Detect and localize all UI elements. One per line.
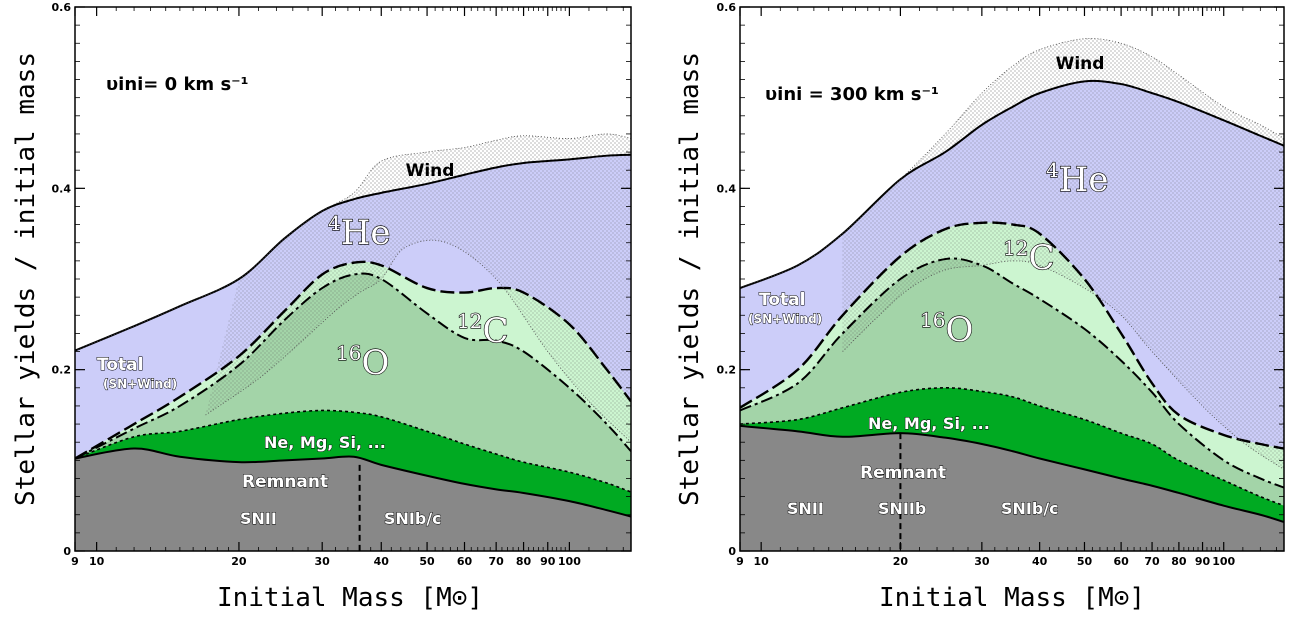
right-nemgsi-line: [740, 386, 1284, 507]
right-xtick-label: 80: [1171, 555, 1187, 568]
left-ytick-label: 0: [63, 545, 71, 558]
left-xtick-label: 30: [315, 555, 331, 568]
right-xtick-label: 90: [1195, 555, 1211, 568]
right-oxygen-area: [740, 258, 1284, 506]
right-total-sub-label: (SN+Wind): [748, 312, 822, 326]
left-nemgsi-label: Ne, Mg, Si, ...: [264, 433, 386, 452]
right-ticks: 9 10 20 30 40 50 60 70 80 90 100 0 0.2 0.4 0.6: [717, 1, 1284, 568]
left-total-label: Total: [97, 355, 143, 375]
right-ytick-label: 0.6: [717, 1, 737, 14]
left-xtick-label: 9: [71, 555, 79, 568]
left-panel: 9 10 20 30 40 50 60 70 80 90 100 0 0.2 0.4 0.6 Stellar…: [11, 1, 632, 613]
left-xlabel: Initial Mass [M⊙]: [217, 583, 483, 613]
right-xtick-label: 60: [1113, 555, 1129, 568]
left-wind-label: Wind: [406, 161, 455, 181]
left-remnant-area: [75, 448, 631, 551]
left-wind-area: [75, 133, 631, 351]
right-remnant-label: Remnant: [860, 463, 946, 483]
left-xtick-label: 90: [540, 555, 556, 568]
left-ytick-label: 0.2: [52, 364, 72, 377]
right-plot-area: [740, 38, 1284, 551]
left-snii-label: SNII: [240, 509, 277, 528]
right-nemgsi-area: [740, 387, 1284, 522]
right-wind-label: Wind: [1056, 54, 1105, 74]
left-xtick-label: 40: [374, 555, 390, 568]
right-wind-line: [740, 38, 1284, 289]
right-snibc-label: SNIb/c: [1001, 499, 1059, 518]
left-o16-label: 16O: [336, 341, 389, 383]
left-oxygen-area: [75, 273, 631, 493]
left-xtick-label: 100: [558, 555, 581, 568]
right-remnant-area: [740, 425, 1284, 551]
right-helium-stipple: [842, 80, 1284, 470]
right-ytick-label: 0.2: [717, 364, 737, 377]
right-xtick-label: 10: [754, 555, 770, 568]
right-ylabel: Stellar yields / initial mass: [675, 52, 705, 506]
right-remnant-line: [740, 424, 1284, 523]
left-ylabel: Stellar yields / initial mass: [11, 52, 41, 506]
right-dotted-line: [842, 260, 1284, 470]
right-xtick-label: 20: [893, 555, 909, 568]
left-xtick-label: 60: [457, 555, 473, 568]
right-o16-label: 16O: [920, 308, 973, 350]
right-xtick-label: 40: [1032, 555, 1048, 568]
left-c12-label: 12C: [457, 309, 508, 351]
right-he4-label: 4He: [1046, 158, 1109, 200]
right-ytick-label: 0.4: [717, 182, 737, 195]
right-velocity-annotation: υini = 300 km s⁻¹: [765, 84, 939, 105]
right-xtick-label: 70: [1144, 555, 1160, 568]
left-oxygen-line: [75, 272, 631, 460]
left-nemgsi-line: [75, 409, 631, 493]
left-ticks: 9 10 20 30 40 50 60 70 80 90 100 0 0.2 0.4 0.6: [52, 1, 631, 568]
left-remnant-label: Remnant: [242, 472, 328, 492]
right-oxygen-line: [740, 257, 1284, 489]
right-panel: 9 10 20 30 40 50 60 70 80 90 100 0 0.2 0.4 0.6 Stellar…: [675, 1, 1285, 613]
left-total-sub-label: (SN+Wind): [103, 377, 177, 391]
right-nemgsi-label: Ne, Mg, Si, ...: [868, 414, 990, 433]
right-xtick-label: 9: [736, 555, 744, 568]
left-carbon-area: [75, 261, 631, 459]
right-snii-label: SNII: [787, 499, 824, 518]
left-ytick-label: 0.6: [52, 1, 72, 14]
left-ytick-label: 0.4: [52, 182, 72, 195]
left-xtick-label: 20: [231, 555, 247, 568]
left-plot-area: [75, 133, 631, 551]
left-total-line: [75, 153, 631, 352]
left-nemgsi-area: [75, 410, 631, 517]
left-remnant-line: [75, 447, 631, 518]
left-xtick-label: 50: [419, 555, 435, 568]
left-snibc-label: SNIb/c: [384, 509, 442, 528]
right-ytick-label: 0: [728, 545, 736, 558]
left-he4-label: 4He: [328, 211, 391, 253]
right-c12-label: 12C: [1003, 236, 1054, 278]
right-xtick-label: 50: [1077, 555, 1093, 568]
left-carbon-line: [75, 260, 631, 460]
left-xtick-label: 10: [89, 555, 105, 568]
right-carbon-line: [740, 221, 1284, 450]
right-xtick-label: 30: [974, 555, 990, 568]
right-total-label: Total: [759, 290, 805, 310]
left-xtick-label: 80: [516, 555, 532, 568]
left-xtick-label: 70: [488, 555, 504, 568]
left-helium-stipple: [205, 154, 631, 443]
right-xtick-label: 100: [1212, 555, 1235, 568]
left-velocity-annotation: υini= 0 km s⁻¹: [106, 74, 249, 95]
right-wind-area: [740, 38, 1284, 289]
right-xlabel: Initial Mass [M⊙]: [879, 583, 1145, 613]
right-sniib-label: SNIIb: [878, 499, 926, 518]
